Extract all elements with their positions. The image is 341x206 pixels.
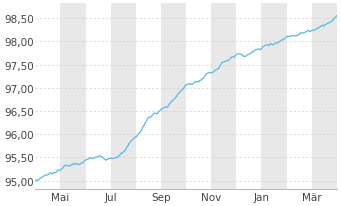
Bar [262,4,286,189]
Bar [312,4,337,189]
Bar [111,4,136,189]
Bar [161,4,186,189]
Bar [211,4,236,189]
Bar [60,4,86,189]
